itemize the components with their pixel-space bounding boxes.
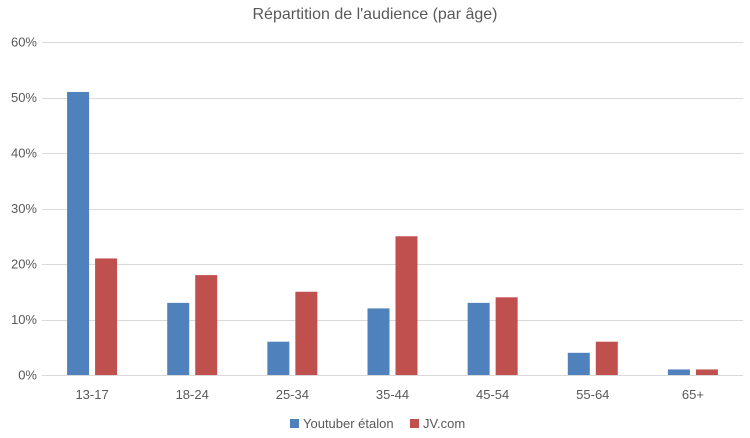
x-tick-label: 55-64 [576,387,609,402]
bar-series1-55-64 [567,352,590,375]
bar-series1-18-24 [167,302,190,375]
bar-series2-35-44 [395,236,418,375]
y-tick-label: 20% [11,257,37,272]
bar-series2-13-17 [95,258,118,375]
gridlines [42,42,743,321]
bar-series1-65+ [667,369,690,375]
y-tick-label: 10% [11,312,37,327]
bar-series2-25-34 [295,291,318,375]
x-tick-label: 35-44 [376,387,409,402]
y-axis: 0% 10% 20% 30% 40% 50% 60% [11,35,37,383]
y-tick-label: 40% [11,146,37,161]
legend: Youtuber étalon JV.com [290,416,465,431]
legend-swatch-series2 [410,419,419,428]
x-tick-label: 13-17 [75,387,108,402]
legend-label-series2: JV.com [423,416,465,431]
bar-series1-35-44 [367,308,390,375]
y-tick-label: 0% [18,368,37,383]
bar-series2-18-24 [195,275,218,375]
legend-swatch-series1 [290,419,299,428]
bar-series1-13-17 [67,91,90,375]
legend-label-series1: Youtuber étalon [303,416,394,431]
chart-title: Répartition de l'audience (par âge) [253,6,498,23]
y-tick-label: 30% [11,201,37,216]
bar-series2-55-64 [595,341,618,375]
bars [67,91,718,375]
bar-series1-45-54 [467,302,490,375]
x-tick-label: 18-24 [176,387,209,402]
bar-series2-65+ [695,369,718,375]
x-tick-label: 45-54 [476,387,509,402]
x-tick-label: 25-34 [276,387,309,402]
bar-series2-45-54 [495,297,518,375]
bar-series1-25-34 [267,341,290,375]
x-tick-label: 65+ [682,387,704,402]
y-tick-label: 60% [11,35,37,50]
y-tick-label: 50% [11,90,37,105]
x-axis: 13-17 18-24 25-34 35-44 45-54 55-64 65+ [42,375,743,402]
